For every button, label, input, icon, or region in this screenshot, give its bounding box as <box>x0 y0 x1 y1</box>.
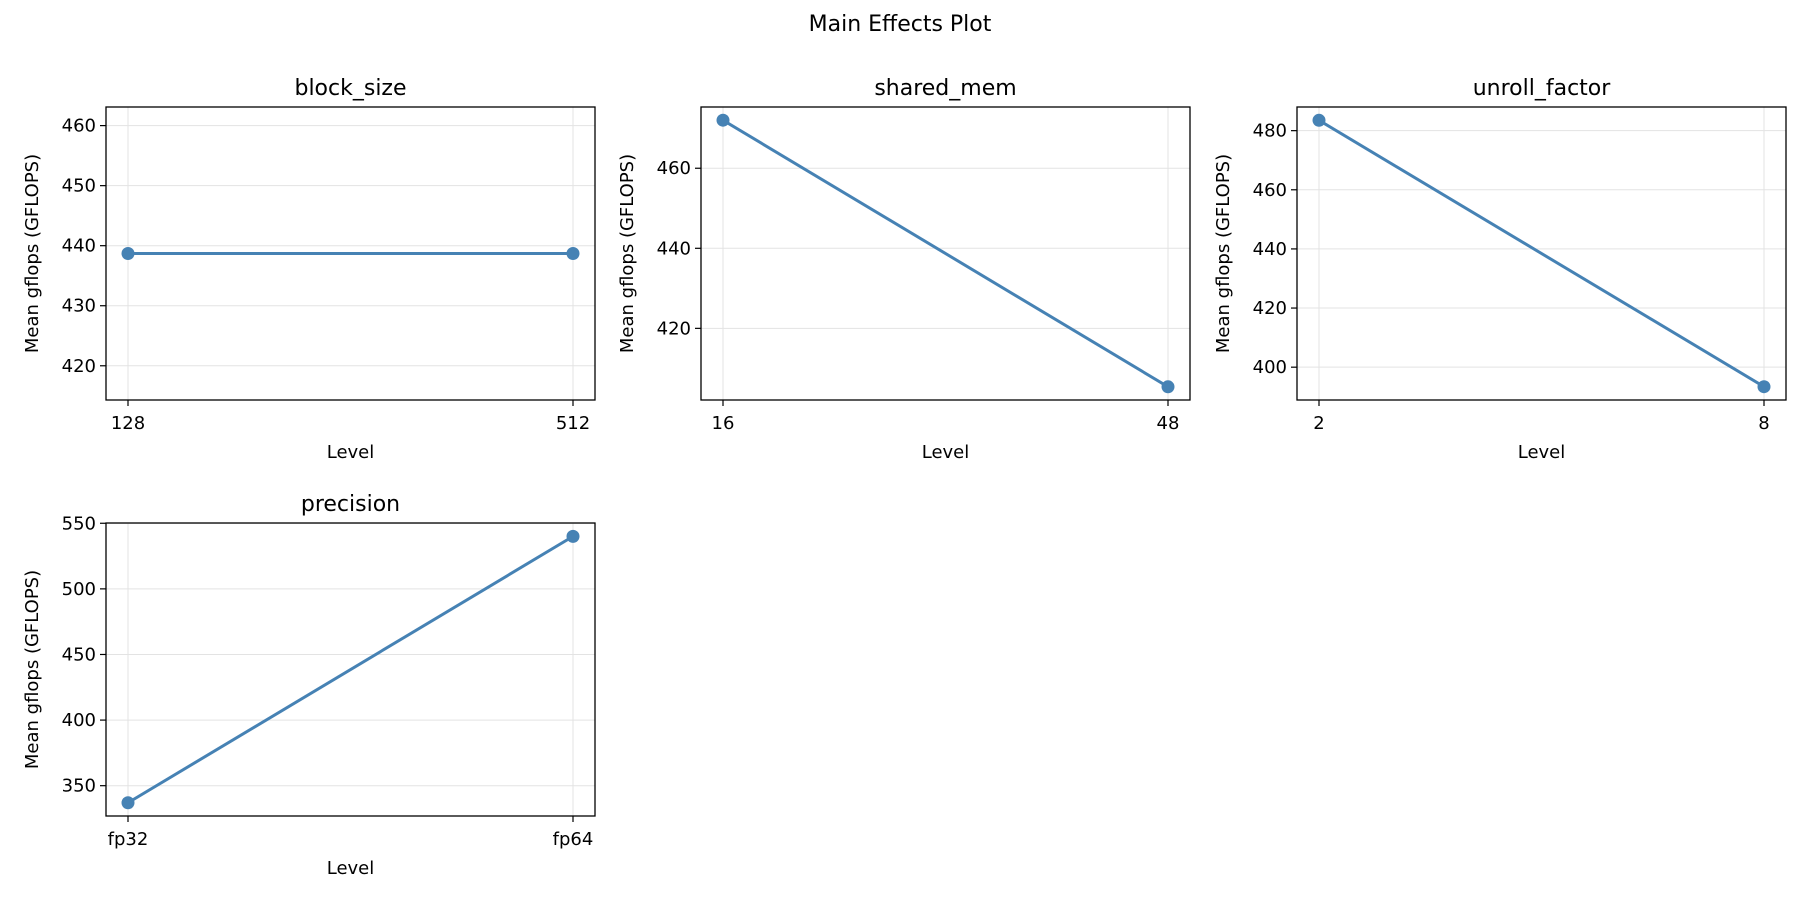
y-axis-label: Mean gflops (GFLOPS) <box>617 154 638 353</box>
subplot-unroll-factor: 400 420 440 460 480 2 8 unroll_factor Level Mean … <box>1213 76 1787 463</box>
subplot-block-size: 420 430 440 450 460 128 512 block_size Level Mean… <box>22 76 596 463</box>
axes-frame <box>105 522 596 817</box>
data-point-128 <box>121 247 135 260</box>
data-point-512 <box>566 247 580 260</box>
y-tick-label: 460 <box>62 116 96 137</box>
x-tick-label: fp64 <box>553 829 594 850</box>
x-axis-label: Level <box>922 442 970 463</box>
x-tick-label: 512 <box>556 413 590 434</box>
y-tick-label: 400 <box>1253 357 1287 378</box>
y-tick-label: 420 <box>657 318 691 339</box>
data-point-fp64 <box>566 529 580 543</box>
x-axis-label: Level <box>327 858 375 879</box>
y-tick-label: 500 <box>62 579 96 600</box>
x-tick-label: fp32 <box>108 829 149 850</box>
series-line <box>722 118 1169 389</box>
y-tick-label: 550 <box>62 513 96 534</box>
y-tick-label: 420 <box>1253 298 1287 319</box>
axes-frame <box>105 106 596 401</box>
x-tick-label: 48 <box>1157 413 1180 434</box>
data-point-8 <box>1757 380 1771 394</box>
y-tick-label: 450 <box>62 644 96 665</box>
y-tick-label: 480 <box>1253 121 1287 142</box>
x-axis-label: Level <box>1518 442 1566 463</box>
series-line <box>127 535 574 805</box>
subplot-title: unroll_factor <box>1473 76 1612 101</box>
y-tick-label: 440 <box>657 238 691 259</box>
x-axis-label: Level <box>327 442 375 463</box>
y-tick-label: 430 <box>62 296 96 317</box>
subplot-precision: 350 400 450 500 550 fp32 fp64 precision Level Mea… <box>22 492 596 879</box>
subplot-shared-mem: 420 440 460 16 48 shared_mem Level Mean gflops … <box>617 76 1191 463</box>
subplot-title: shared_mem <box>874 76 1016 101</box>
x-tick-label: 16 <box>712 413 735 434</box>
x-tick-label: 2 <box>1313 413 1324 434</box>
y-axis-label: Mean gflops (GFLOPS) <box>22 570 43 769</box>
subplot-title: block_size <box>294 76 406 101</box>
y-tick-label: 450 <box>62 176 96 197</box>
subplot-title: precision <box>301 492 400 517</box>
y-tick-label: 350 <box>62 776 96 797</box>
y-tick-label: 460 <box>657 158 691 179</box>
data-point-48 <box>1161 380 1175 394</box>
series-line <box>1318 119 1765 388</box>
axes-frame <box>1296 106 1787 401</box>
axes-frame <box>700 106 1191 401</box>
figure-title: Main Effects Plot <box>808 12 992 37</box>
y-axis-label: Mean gflops (GFLOPS) <box>1213 154 1234 353</box>
data-point-fp32 <box>121 796 135 810</box>
y-tick-label: 460 <box>1253 180 1287 201</box>
y-tick-label: 440 <box>62 236 96 257</box>
y-tick-label: 400 <box>62 710 96 731</box>
x-tick-label: 8 <box>1758 413 1769 434</box>
x-tick-label: 128 <box>111 413 145 434</box>
y-tick-label: 440 <box>1253 239 1287 260</box>
y-axis-label: Mean gflops (GFLOPS) <box>22 154 43 353</box>
data-point-16 <box>716 113 730 127</box>
data-point-2 <box>1312 113 1326 127</box>
y-tick-label: 420 <box>62 356 96 377</box>
